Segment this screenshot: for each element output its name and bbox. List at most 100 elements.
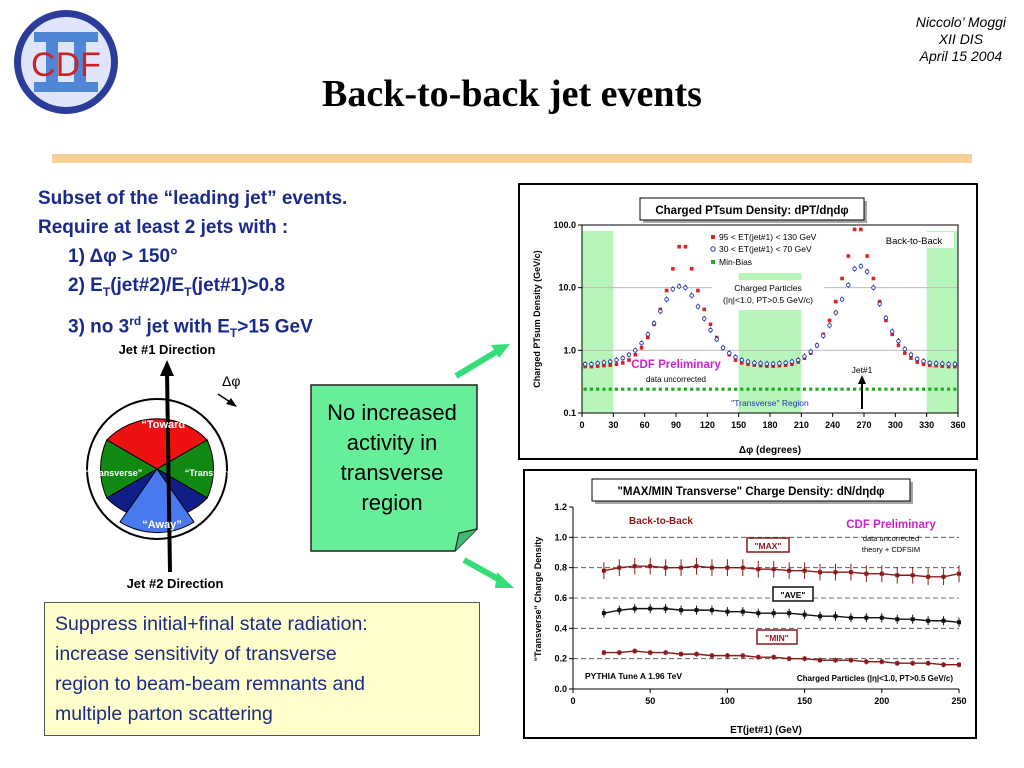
chart1-charged-particles: Charged Particles bbox=[734, 283, 802, 293]
data-point bbox=[725, 565, 730, 570]
data-point-minbias bbox=[608, 387, 612, 391]
data-point-minbias bbox=[853, 387, 857, 391]
data-point-minbias bbox=[752, 387, 756, 391]
data-point-95-130 bbox=[840, 276, 844, 281]
data-point-minbias bbox=[583, 387, 587, 391]
legend-item: Min-Bias bbox=[719, 257, 752, 267]
data-point bbox=[648, 564, 653, 569]
y-tick-label: 0.0 bbox=[554, 684, 567, 694]
data-point-minbias bbox=[702, 387, 706, 391]
data-point-95-130 bbox=[646, 335, 650, 340]
y-tick-label: 0.1 bbox=[563, 408, 576, 418]
chart2-max-label: "MAX" bbox=[755, 541, 782, 551]
data-point-minbias bbox=[809, 387, 813, 391]
data-point-30-70 bbox=[864, 269, 870, 274]
chart2-ave-label: "AVE" bbox=[781, 590, 806, 600]
chart2-pythia: PYTHIA Tune A 1.96 TeV bbox=[585, 671, 682, 681]
data-point-minbias bbox=[934, 387, 938, 391]
requirements-text: Subset of the “leading jet” events. Requ… bbox=[38, 184, 347, 348]
x-tick-label: 100 bbox=[720, 696, 735, 706]
series-line bbox=[603, 607, 960, 623]
conference-name: XII DIS bbox=[938, 31, 984, 47]
data-point bbox=[648, 650, 653, 655]
requirement-1: 1) Δφ > 150° bbox=[68, 246, 178, 267]
chart1-xlabel: Δφ (degrees) bbox=[739, 445, 801, 456]
data-point bbox=[895, 617, 900, 622]
requirement-3: 3) no 3rd jet with ET>15 GeV bbox=[68, 313, 313, 340]
data-point-minbias bbox=[721, 387, 725, 391]
data-point bbox=[663, 650, 668, 655]
data-point-minbias bbox=[947, 387, 951, 391]
data-point bbox=[771, 655, 776, 660]
summary-box: Suppress initial+final state radiation: … bbox=[44, 602, 480, 736]
data-point-30-70 bbox=[745, 359, 751, 364]
data-point bbox=[941, 574, 946, 579]
chart2-theory: theory + CDFSIM bbox=[862, 545, 920, 554]
data-point bbox=[632, 649, 637, 654]
chart1-back-to-back: Back-to-Back bbox=[886, 236, 943, 247]
data-point-95-130 bbox=[608, 363, 612, 367]
data-point bbox=[833, 570, 838, 575]
data-point bbox=[740, 565, 745, 570]
data-point bbox=[879, 659, 884, 664]
data-point bbox=[848, 570, 853, 575]
data-point-minbias bbox=[921, 387, 926, 391]
transverse-band bbox=[582, 231, 614, 413]
data-point bbox=[848, 615, 853, 620]
y-tick-label: 1.0 bbox=[563, 345, 576, 355]
data-point-95-130 bbox=[689, 267, 694, 271]
note-box bbox=[310, 384, 478, 552]
data-point bbox=[601, 650, 606, 655]
data-point-minbias bbox=[821, 387, 825, 391]
transverse-band bbox=[926, 231, 958, 413]
legend-item: 30 < ET(jet#1) < 70 GeV bbox=[719, 244, 812, 254]
data-point-minbias bbox=[596, 387, 600, 391]
data-point bbox=[709, 565, 714, 570]
chart2-uncorrected: data uncorrected bbox=[863, 534, 919, 543]
x-tick-label: 30 bbox=[608, 420, 618, 430]
data-point bbox=[802, 568, 807, 573]
y-tick-label: 0.6 bbox=[554, 593, 567, 603]
data-point bbox=[663, 606, 668, 611]
jet1-direction-label: Jet #1 Direction bbox=[119, 342, 216, 357]
data-point-30-70 bbox=[601, 360, 607, 365]
data-point-30-70 bbox=[614, 357, 619, 363]
data-point-minbias bbox=[733, 387, 738, 391]
data-point-30-70 bbox=[633, 348, 638, 353]
legend-item: 95 < ET(jet#1) < 130 GeV bbox=[719, 232, 817, 242]
data-point bbox=[771, 567, 776, 572]
data-point-30-70 bbox=[814, 343, 820, 348]
data-point bbox=[910, 661, 915, 666]
data-point bbox=[694, 608, 699, 613]
data-point-30-70 bbox=[821, 333, 826, 339]
transverse-right-label: “Transverse” bbox=[185, 468, 242, 478]
data-point-95-130 bbox=[620, 361, 625, 365]
data-point-95-130 bbox=[708, 322, 713, 327]
x-tick-label: 150 bbox=[731, 420, 746, 430]
data-point-minbias bbox=[859, 387, 863, 391]
data-point-30-70 bbox=[802, 354, 807, 359]
data-point bbox=[709, 653, 714, 658]
data-point bbox=[617, 565, 622, 570]
data-point-30-70 bbox=[689, 293, 694, 298]
arrow-down bbox=[462, 557, 502, 583]
data-point-30-70 bbox=[733, 354, 738, 360]
data-point bbox=[679, 565, 684, 570]
data-point-minbias bbox=[746, 387, 750, 391]
ptsum-chart-panel: Charged PTsum Density: dPT/dηdφ 0 30 60 90 1… bbox=[518, 183, 978, 460]
data-point-minbias bbox=[815, 387, 819, 391]
data-point bbox=[910, 573, 915, 578]
data-point bbox=[694, 652, 699, 657]
chart1-legend: 95 < ET(jet#1) < 130 GeV 30 < ET(jet#1) … bbox=[708, 231, 834, 273]
data-point-30-70 bbox=[921, 358, 926, 364]
talk-date: April 15 2004 bbox=[919, 48, 1003, 64]
data-point-minbias bbox=[871, 387, 875, 391]
data-point-30-70 bbox=[902, 346, 907, 352]
data-point-minbias bbox=[827, 387, 832, 391]
data-point bbox=[864, 615, 869, 620]
summary-line: region to beam-beam remnants and bbox=[55, 673, 366, 695]
data-point bbox=[818, 658, 823, 663]
data-point-minbias bbox=[765, 387, 769, 391]
data-point-30-70 bbox=[889, 329, 895, 334]
data-point bbox=[709, 608, 714, 613]
